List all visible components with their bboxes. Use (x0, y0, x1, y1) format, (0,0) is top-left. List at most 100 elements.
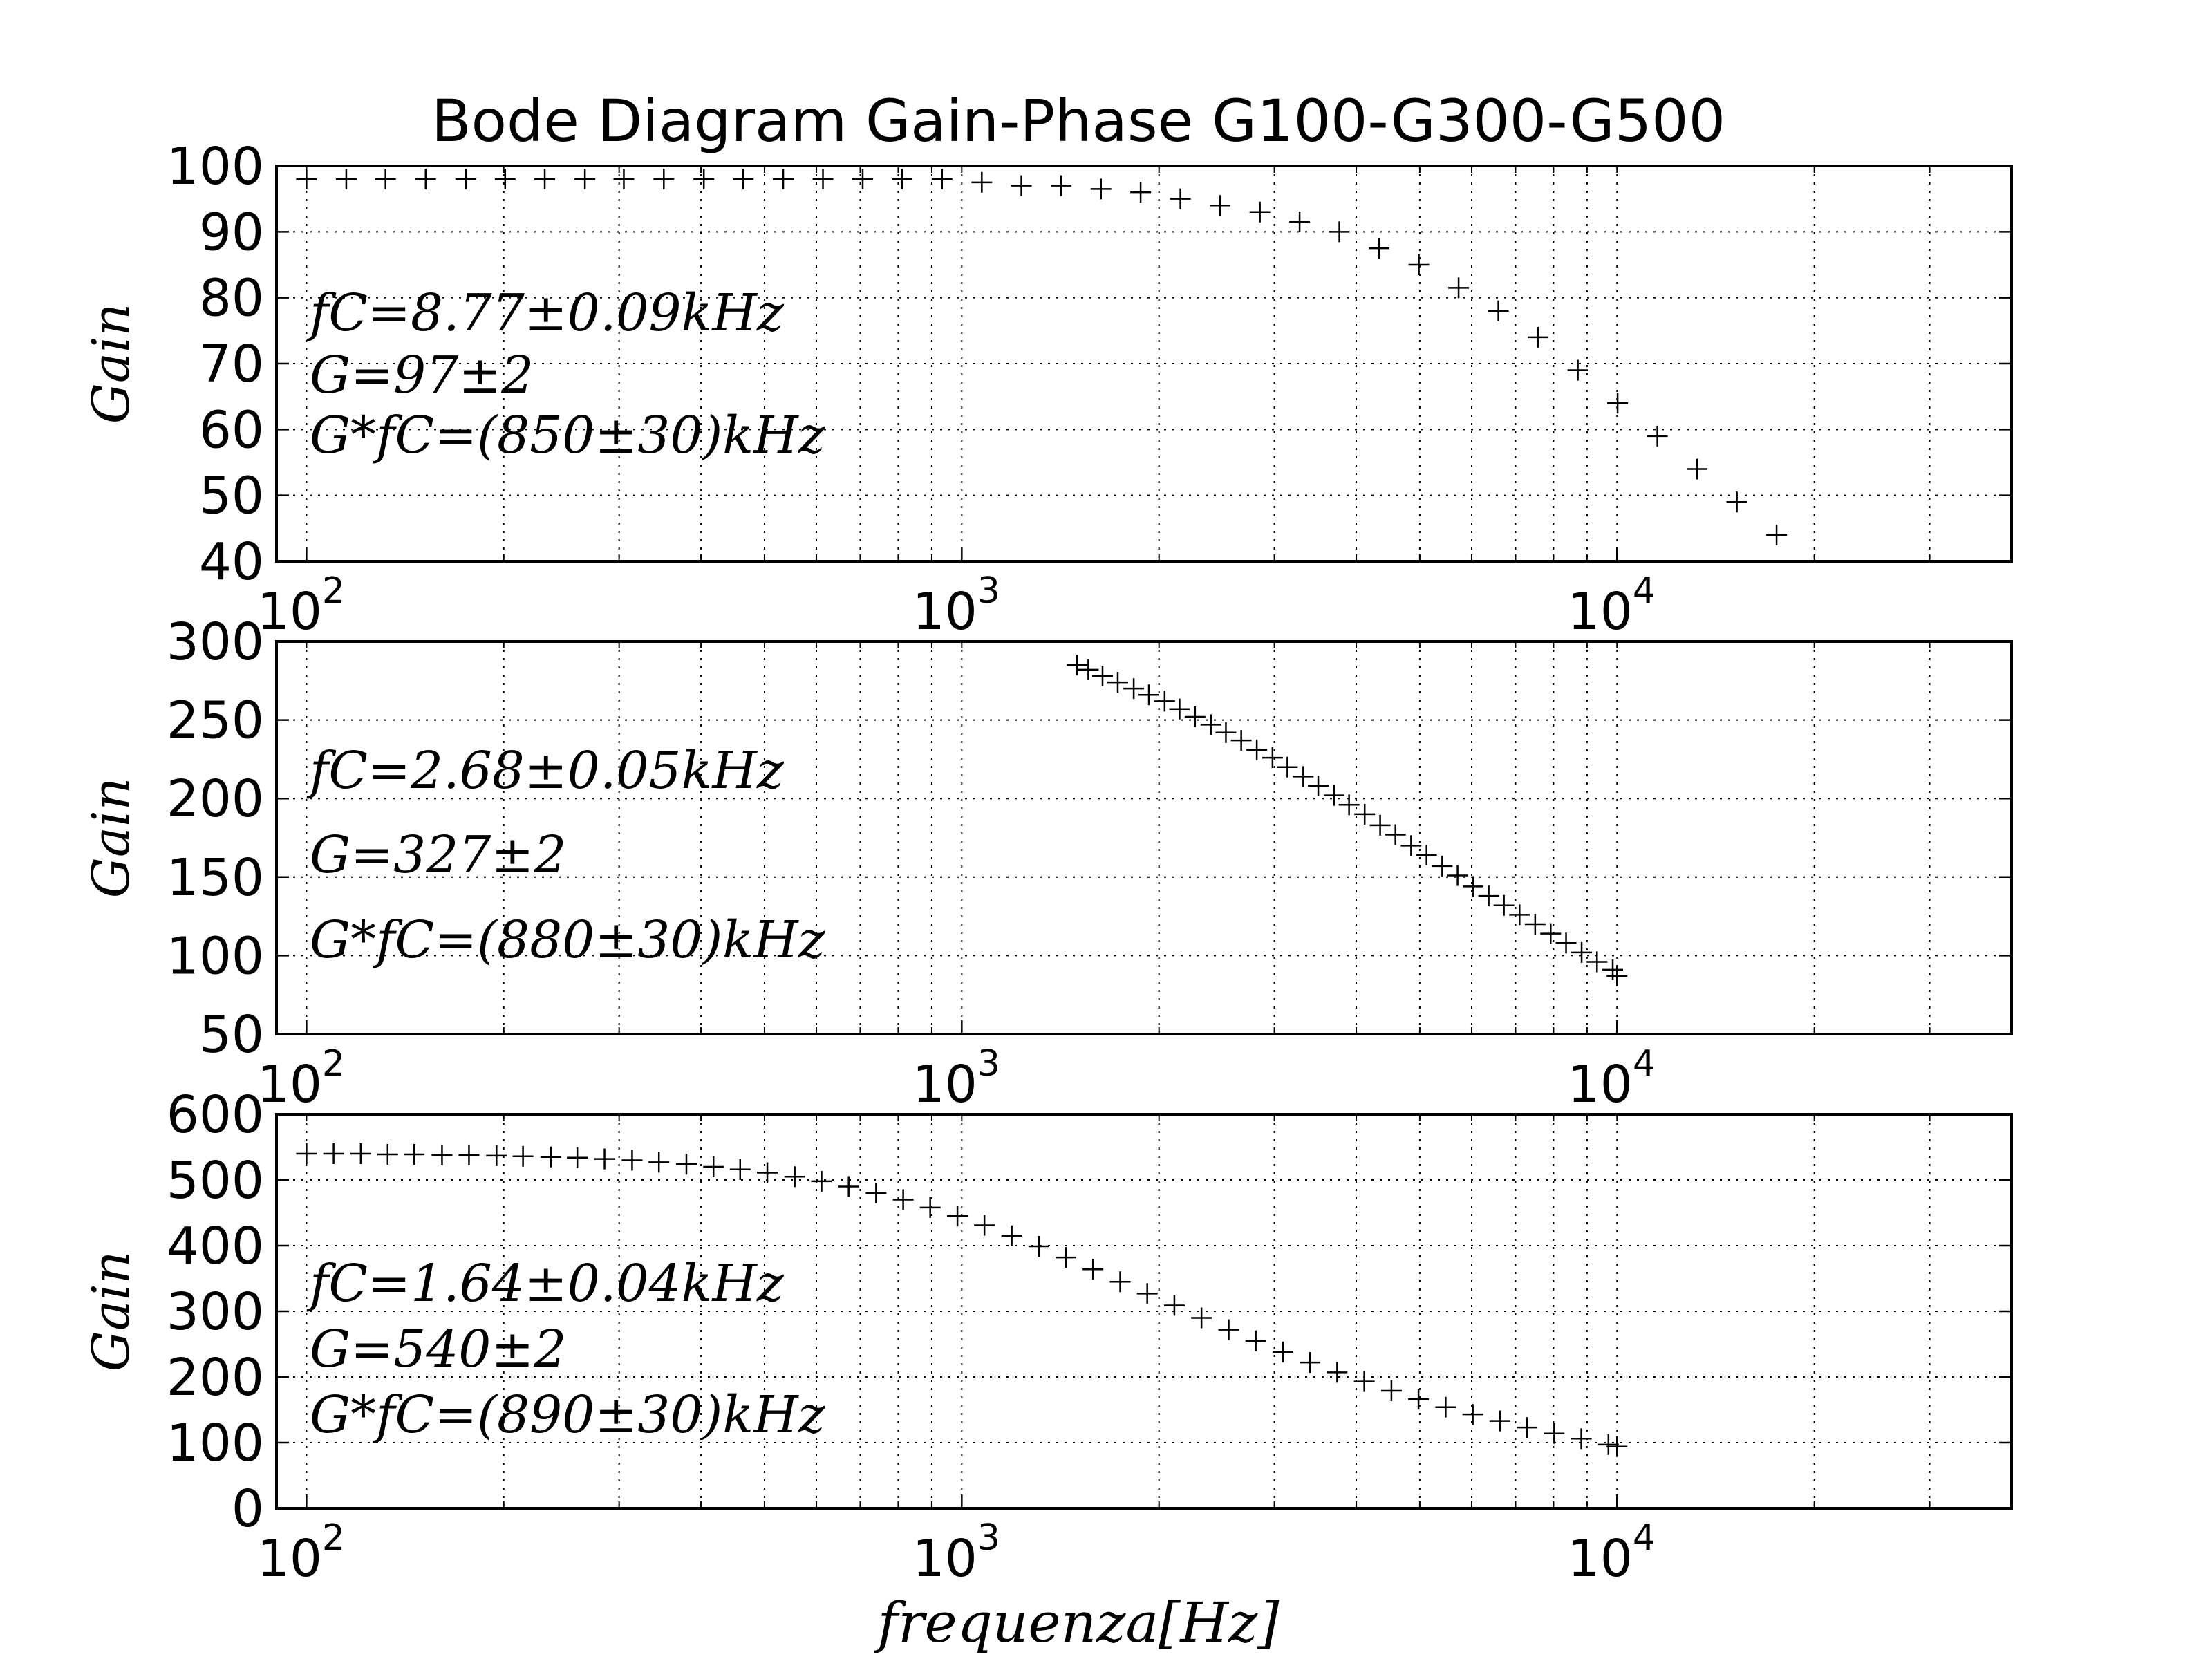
data-point (675, 1154, 697, 1175)
x-tick-label: 104 (1568, 1517, 1656, 1588)
x-tick-label: 104 (1568, 570, 1656, 641)
data-point (1517, 1417, 1538, 1438)
data-point (1123, 678, 1145, 700)
data-point (1687, 458, 1708, 480)
data-point (1230, 730, 1252, 751)
x-tick-label: 103 (912, 1043, 1000, 1114)
y-tick-label: 200 (167, 1348, 264, 1407)
y-tick-label: 300 (167, 1282, 264, 1342)
data-point (1369, 814, 1391, 836)
data-point (1416, 844, 1437, 865)
data-point (1463, 876, 1484, 897)
y-tick-label: 150 (167, 848, 264, 908)
data-point (512, 1145, 534, 1167)
y-tick-label: 100 (167, 1414, 264, 1473)
data-point (1289, 212, 1311, 233)
data-point (1606, 1436, 1628, 1457)
fit-annotation: G*fC=(850±30)kHz (310, 406, 826, 465)
data-point (1163, 1295, 1185, 1316)
y-tick-label: 100 (167, 926, 264, 986)
data-point (1462, 1404, 1483, 1425)
data-point (1327, 1362, 1348, 1383)
data-point (1647, 425, 1668, 447)
data-point (1215, 722, 1237, 743)
data-point (540, 1146, 561, 1168)
y-tick-label: 40 (199, 532, 264, 592)
fit-annotation: fC=1.64±0.04kHz (306, 1254, 785, 1313)
data-point (1262, 747, 1283, 769)
data-point (1400, 835, 1422, 856)
data-point (1245, 1330, 1266, 1351)
data-point (1308, 776, 1329, 797)
data-point (1082, 1259, 1104, 1280)
y-tick-label: 70 (199, 335, 264, 394)
y-tick-label: 250 (167, 691, 264, 751)
fit-annotation: G=540±2 (310, 1320, 566, 1379)
data-point (1109, 1271, 1131, 1293)
data-point (919, 1197, 941, 1218)
y-axis-label: Gain (82, 303, 141, 424)
data-point (613, 169, 635, 190)
data-point (1300, 1352, 1321, 1374)
data-point (947, 1206, 968, 1227)
x-tick-label: 102 (257, 1517, 345, 1588)
data-point (852, 169, 874, 190)
data-point (1293, 766, 1314, 787)
data-point (1090, 178, 1112, 200)
data-point (1078, 659, 1099, 680)
fit-annotation: G*fC=(890±30)kHz (310, 1385, 826, 1445)
data-point (1726, 491, 1747, 513)
data-point (757, 1162, 778, 1183)
data-point (1544, 1423, 1565, 1444)
fit-annotation: G=97±2 (310, 346, 534, 405)
data-point (971, 171, 993, 193)
data-point (377, 1143, 398, 1165)
data-point (621, 1150, 643, 1171)
data-point (1028, 1235, 1049, 1257)
data-point (729, 1159, 751, 1180)
data-point (931, 169, 953, 190)
data-point (1528, 326, 1549, 348)
data-point (1184, 706, 1206, 728)
y-tick-label: 600 (167, 1085, 264, 1145)
chart-title: Bode Diagram Gain-Phase G100-G300-G500 (431, 87, 1725, 155)
data-point (574, 169, 596, 190)
data-point (1249, 201, 1271, 223)
data-point (486, 1145, 507, 1166)
axes-frame (275, 165, 2013, 563)
y-tick-label: 90 (199, 203, 264, 262)
data-point (1597, 1434, 1619, 1455)
data-point (1154, 691, 1175, 712)
data-point (594, 1148, 615, 1170)
data-point (1353, 1371, 1375, 1392)
data-point (1435, 1396, 1456, 1418)
data-point (458, 1144, 480, 1165)
y-axis-label: Gain (82, 778, 141, 899)
data-point (974, 1215, 995, 1236)
x-axis-label: frequenza[Hz] (874, 1591, 1280, 1655)
fit-annotation: G=327±2 (310, 825, 566, 885)
data-point (812, 169, 834, 190)
data-point (296, 1143, 317, 1164)
data-point (1408, 1389, 1430, 1410)
data-point (296, 169, 317, 190)
data-point (1488, 300, 1509, 321)
data-point (648, 1152, 670, 1173)
data-point (733, 169, 754, 190)
data-point (1138, 684, 1160, 706)
data-point (1001, 1225, 1022, 1246)
data-point (1056, 1247, 1077, 1268)
x-tick-label: 103 (912, 570, 1000, 641)
data-point (1524, 913, 1546, 935)
data-point (455, 169, 476, 190)
data-point (784, 1166, 805, 1188)
data-point (1489, 1410, 1510, 1432)
data-point (1567, 359, 1588, 381)
data-point (1091, 665, 1113, 686)
data-point (1051, 175, 1072, 196)
